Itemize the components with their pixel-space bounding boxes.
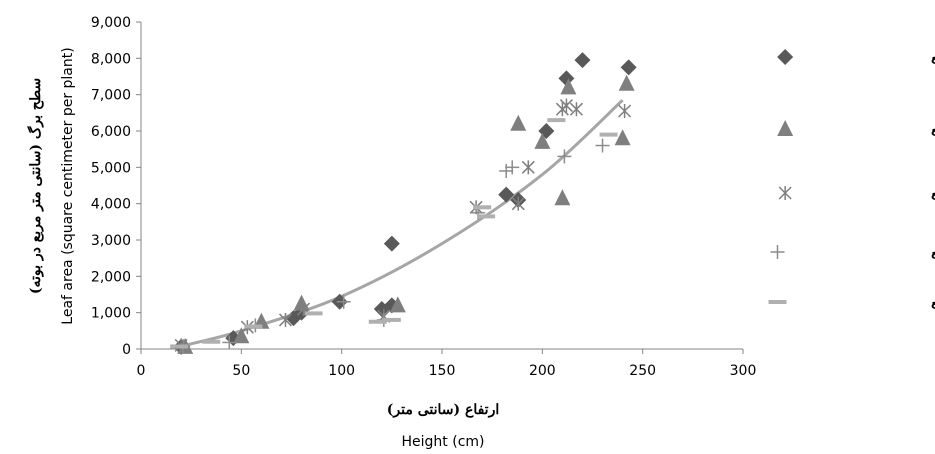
legend-marker [768, 300, 787, 304]
x-tick-label: 50 [232, 363, 250, 379]
legend-marker [778, 186, 792, 200]
y-tick-label: 8,000 [91, 51, 131, 67]
legend-marker [777, 120, 794, 136]
data-point-series-2 [554, 189, 571, 206]
data-point-series-1 [574, 52, 591, 69]
legend-marker [777, 49, 794, 65]
legend-label: تراکم 8 بوته در متر مربع [931, 187, 935, 200]
x-tick-label: 250 [629, 363, 656, 379]
data-point-series-4 [505, 160, 520, 175]
y-axis-title: Leaf area (square centimeter per plant) [60, 47, 76, 324]
data-point-series-3 [278, 312, 293, 327]
data-point-series-1 [498, 186, 515, 203]
data-point-series-3 [559, 98, 573, 113]
data-points [170, 52, 637, 355]
data-point-series-2 [510, 114, 527, 131]
data-point-series-5 [382, 317, 401, 322]
legend-label: تراکم 6 بوته در متر مربع [931, 123, 935, 136]
x-tick-label: 150 [429, 363, 456, 379]
data-point-series-5 [170, 344, 189, 349]
data-point-series-3 [618, 104, 632, 119]
data-point-series-2 [293, 294, 310, 311]
x-tick-label: 0 [137, 363, 146, 379]
data-point-series-3 [511, 196, 525, 211]
data-point-series-2 [618, 74, 635, 91]
data-point-series-5 [304, 311, 323, 316]
data-point-series-1 [558, 70, 575, 87]
data-point-series-5 [473, 205, 492, 210]
data-point-series-4 [557, 149, 572, 164]
legend-marker [770, 245, 785, 259]
data-point-series-5 [599, 132, 618, 137]
y-tick-label: 7,000 [91, 88, 131, 104]
data-point-series-2 [233, 327, 250, 344]
y-tick-label: 6,000 [91, 124, 131, 140]
x-tick-label: 100 [328, 363, 355, 379]
x-axis-title-fa: ارتفاع (سانتی متر) [387, 402, 499, 418]
data-point-series-1 [620, 59, 637, 76]
x-tick-label: 200 [529, 363, 556, 379]
data-point-series-5 [477, 214, 496, 219]
legend-label: تراکم 12 بوته در متر مربع [931, 296, 935, 309]
tick-labels: 0 1,000 2,000 3,000 4,000 5,000 6,000 7,000 8,00… [91, 15, 756, 379]
data-point-series-4 [336, 294, 351, 309]
data-point-series-4 [222, 335, 237, 350]
y-axis-title-fa: سطح برگ (سانتی متر مربع در بوته) [27, 78, 44, 294]
axes [136, 21, 744, 354]
x-axis-title: Height (cm) [402, 434, 485, 450]
legend: تراکم 4 بوته در متر مربع تراکم 6 بوته در … [768, 49, 935, 309]
y-tick-label: 9,000 [91, 15, 131, 31]
data-point-series-2 [614, 129, 631, 146]
legend-label: تراکم 4 بوته در متر مربع [931, 51, 935, 64]
y-tick-label: 2,000 [91, 269, 131, 285]
data-point-series-2 [389, 296, 406, 313]
x-tick-label: 300 [730, 363, 757, 379]
data-point-series-3 [521, 160, 535, 175]
data-point-series-4 [595, 138, 610, 153]
data-point-series-2 [534, 132, 551, 149]
y-tick-label: 5,000 [91, 160, 131, 176]
legend-label: تراکم 10 بوته در متر مربع [931, 246, 935, 259]
y-tick-label: 0 [122, 342, 131, 358]
data-point-series-5 [368, 319, 387, 324]
data-point-series-5 [547, 118, 566, 123]
y-tick-label: 4,000 [91, 197, 131, 213]
data-point-series-5 [244, 324, 263, 329]
data-point-series-5 [202, 339, 221, 344]
y-tick-label: 3,000 [91, 233, 131, 249]
y-tick-label: 1,000 [91, 306, 131, 322]
data-point-series-3 [569, 102, 583, 117]
data-point-series-1 [383, 235, 400, 252]
data-point-series-4 [499, 163, 514, 178]
data-point-series-2 [560, 78, 577, 95]
